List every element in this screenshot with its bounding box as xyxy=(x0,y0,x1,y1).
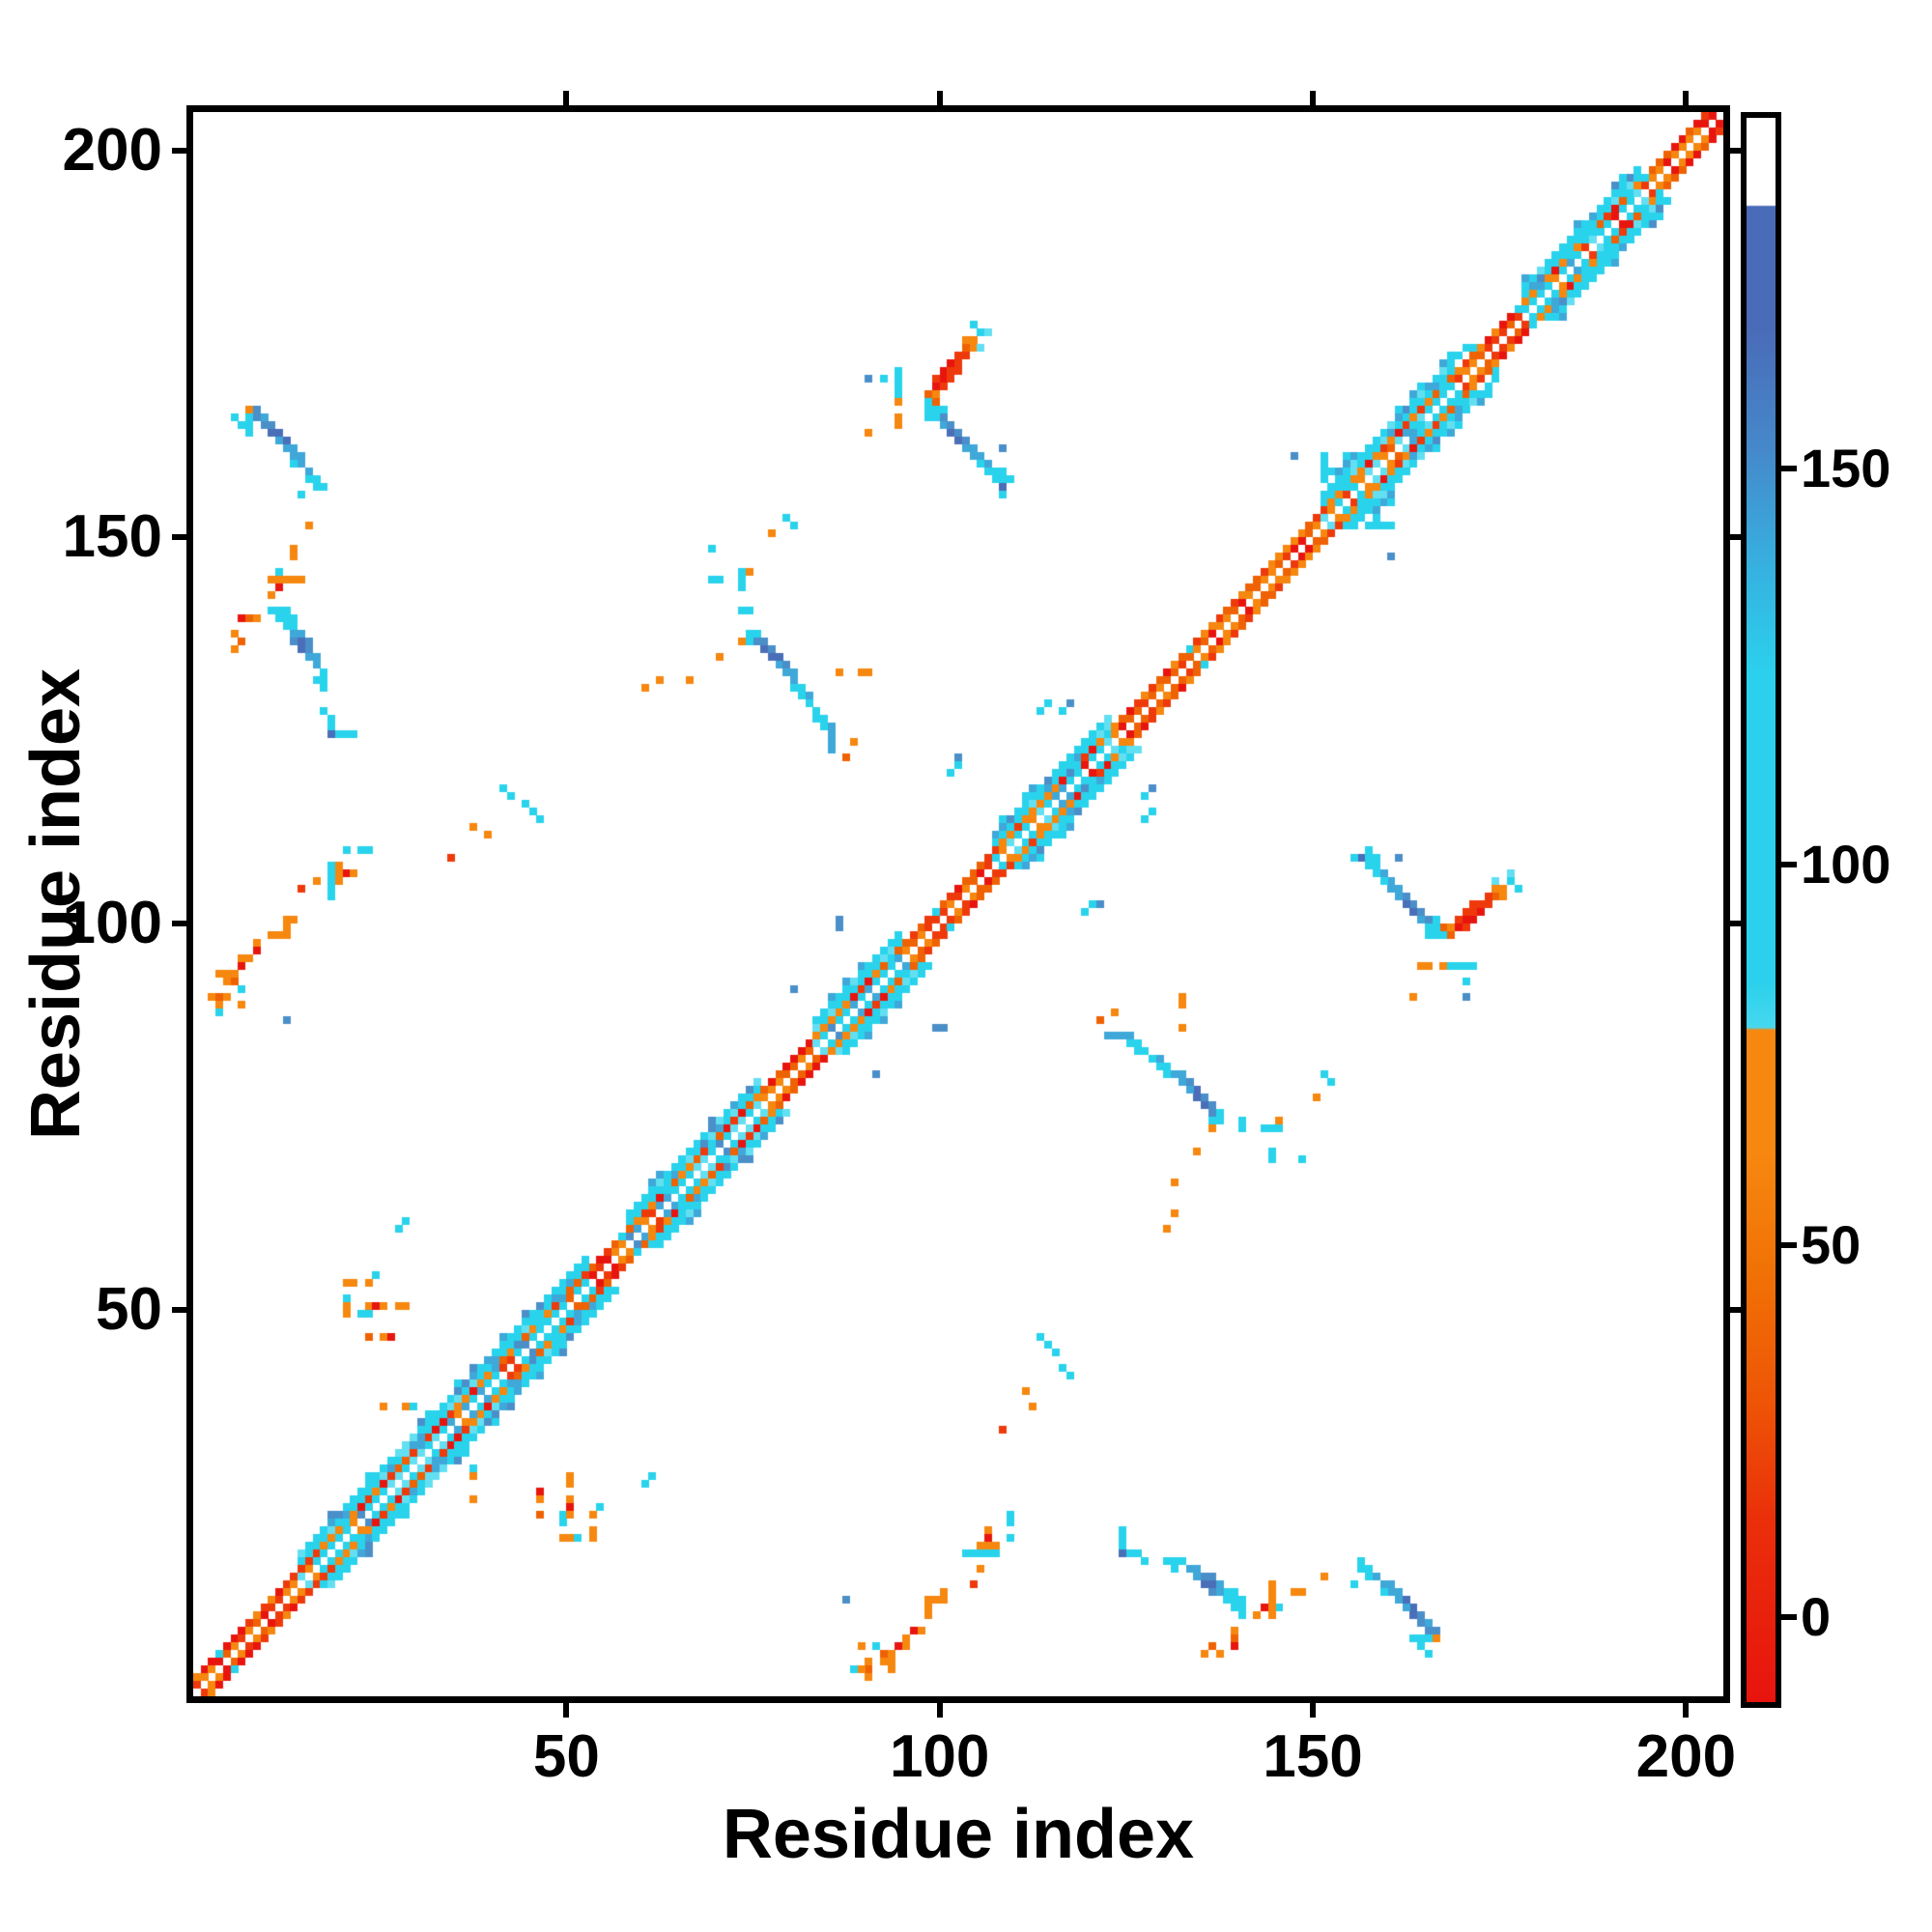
x-tick-label: 50 xyxy=(532,1723,600,1790)
x-tick-mark xyxy=(936,1696,943,1718)
x-tick-label: 100 xyxy=(889,1723,990,1790)
x-tick-mark-top xyxy=(1310,91,1317,112)
plot-area xyxy=(186,105,1730,1703)
colorbar-tick-mark xyxy=(1781,1614,1797,1620)
y-tick-mark xyxy=(172,148,193,154)
colorbar-tick-label: 0 xyxy=(1801,1586,1832,1647)
colorbar-tick-label: 50 xyxy=(1801,1213,1861,1275)
x-tick-mark-top xyxy=(936,91,943,112)
colorbar-tick-mark xyxy=(1781,862,1797,867)
y-tick-mark xyxy=(172,921,193,926)
y-tick-mark xyxy=(172,534,193,540)
x-tick-label: 150 xyxy=(1263,1723,1363,1790)
colorbar-tick-mark xyxy=(1781,1241,1797,1248)
x-tick-mark xyxy=(1310,1696,1317,1718)
colorbar-tick-label: 100 xyxy=(1801,834,1891,895)
colorbar xyxy=(1741,112,1781,1708)
y-tick-label: 100 xyxy=(62,890,162,956)
colorbar-gradient xyxy=(1747,118,1776,1702)
x-axis-label: Residue index xyxy=(722,1796,1195,1873)
x-tick-mark xyxy=(1683,1696,1690,1718)
y-tick-label: 50 xyxy=(96,1276,162,1343)
y-tick-mark xyxy=(172,1307,193,1313)
contact-map-canvas xyxy=(193,112,1723,1696)
y-tick-mark-right xyxy=(1723,534,1745,540)
x-tick-mark xyxy=(563,1696,570,1718)
x-tick-mark-top xyxy=(563,91,570,112)
y-tick-mark-right xyxy=(1723,921,1745,926)
colorbar-tick-mark xyxy=(1781,466,1797,471)
y-tick-mark-right xyxy=(1723,148,1745,154)
x-tick-mark-top xyxy=(1683,91,1690,112)
colorbar-tick-label: 150 xyxy=(1801,438,1891,498)
y-tick-label: 200 xyxy=(62,117,162,184)
y-tick-label: 150 xyxy=(62,503,162,570)
x-tick-label: 200 xyxy=(1635,1723,1737,1790)
y-tick-mark-right xyxy=(1723,1307,1745,1313)
